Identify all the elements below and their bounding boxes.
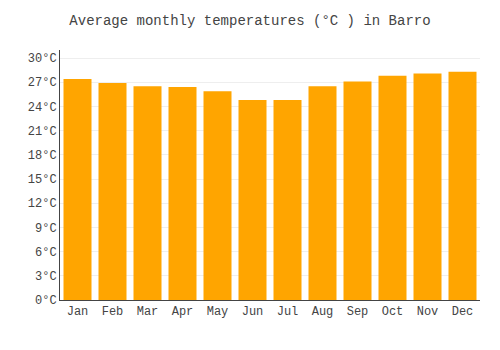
svg-text:0°C: 0°C <box>35 294 57 308</box>
svg-text:Jan: Jan <box>67 305 89 319</box>
svg-text:Mar: Mar <box>137 305 159 319</box>
svg-text:15°C: 15°C <box>28 173 57 187</box>
svg-text:21°C: 21°C <box>28 125 57 139</box>
svg-text:Apr: Apr <box>172 305 194 319</box>
svg-text:Feb: Feb <box>102 305 124 319</box>
svg-text:Average monthly temperatures (: Average monthly temperatures (°C ) in Ba… <box>69 13 430 29</box>
svg-text:Nov: Nov <box>417 305 439 319</box>
svg-text:12°C: 12°C <box>28 197 57 211</box>
svg-text:30°C: 30°C <box>28 52 57 66</box>
svg-text:Jul: Jul <box>277 305 299 319</box>
svg-text:27°C: 27°C <box>28 76 57 90</box>
svg-text:3°C: 3°C <box>35 270 57 284</box>
svg-text:24°C: 24°C <box>28 101 57 115</box>
svg-text:18°C: 18°C <box>28 149 57 163</box>
svg-text:Oct: Oct <box>382 305 404 319</box>
svg-text:6°C: 6°C <box>35 246 57 260</box>
svg-text:Aug: Aug <box>312 305 334 319</box>
svg-text:9°C: 9°C <box>35 222 57 236</box>
svg-text:Dec: Dec <box>452 305 474 319</box>
svg-text:May: May <box>207 305 229 319</box>
svg-text:Sep: Sep <box>347 305 369 319</box>
svg-text:Jun: Jun <box>242 305 264 319</box>
